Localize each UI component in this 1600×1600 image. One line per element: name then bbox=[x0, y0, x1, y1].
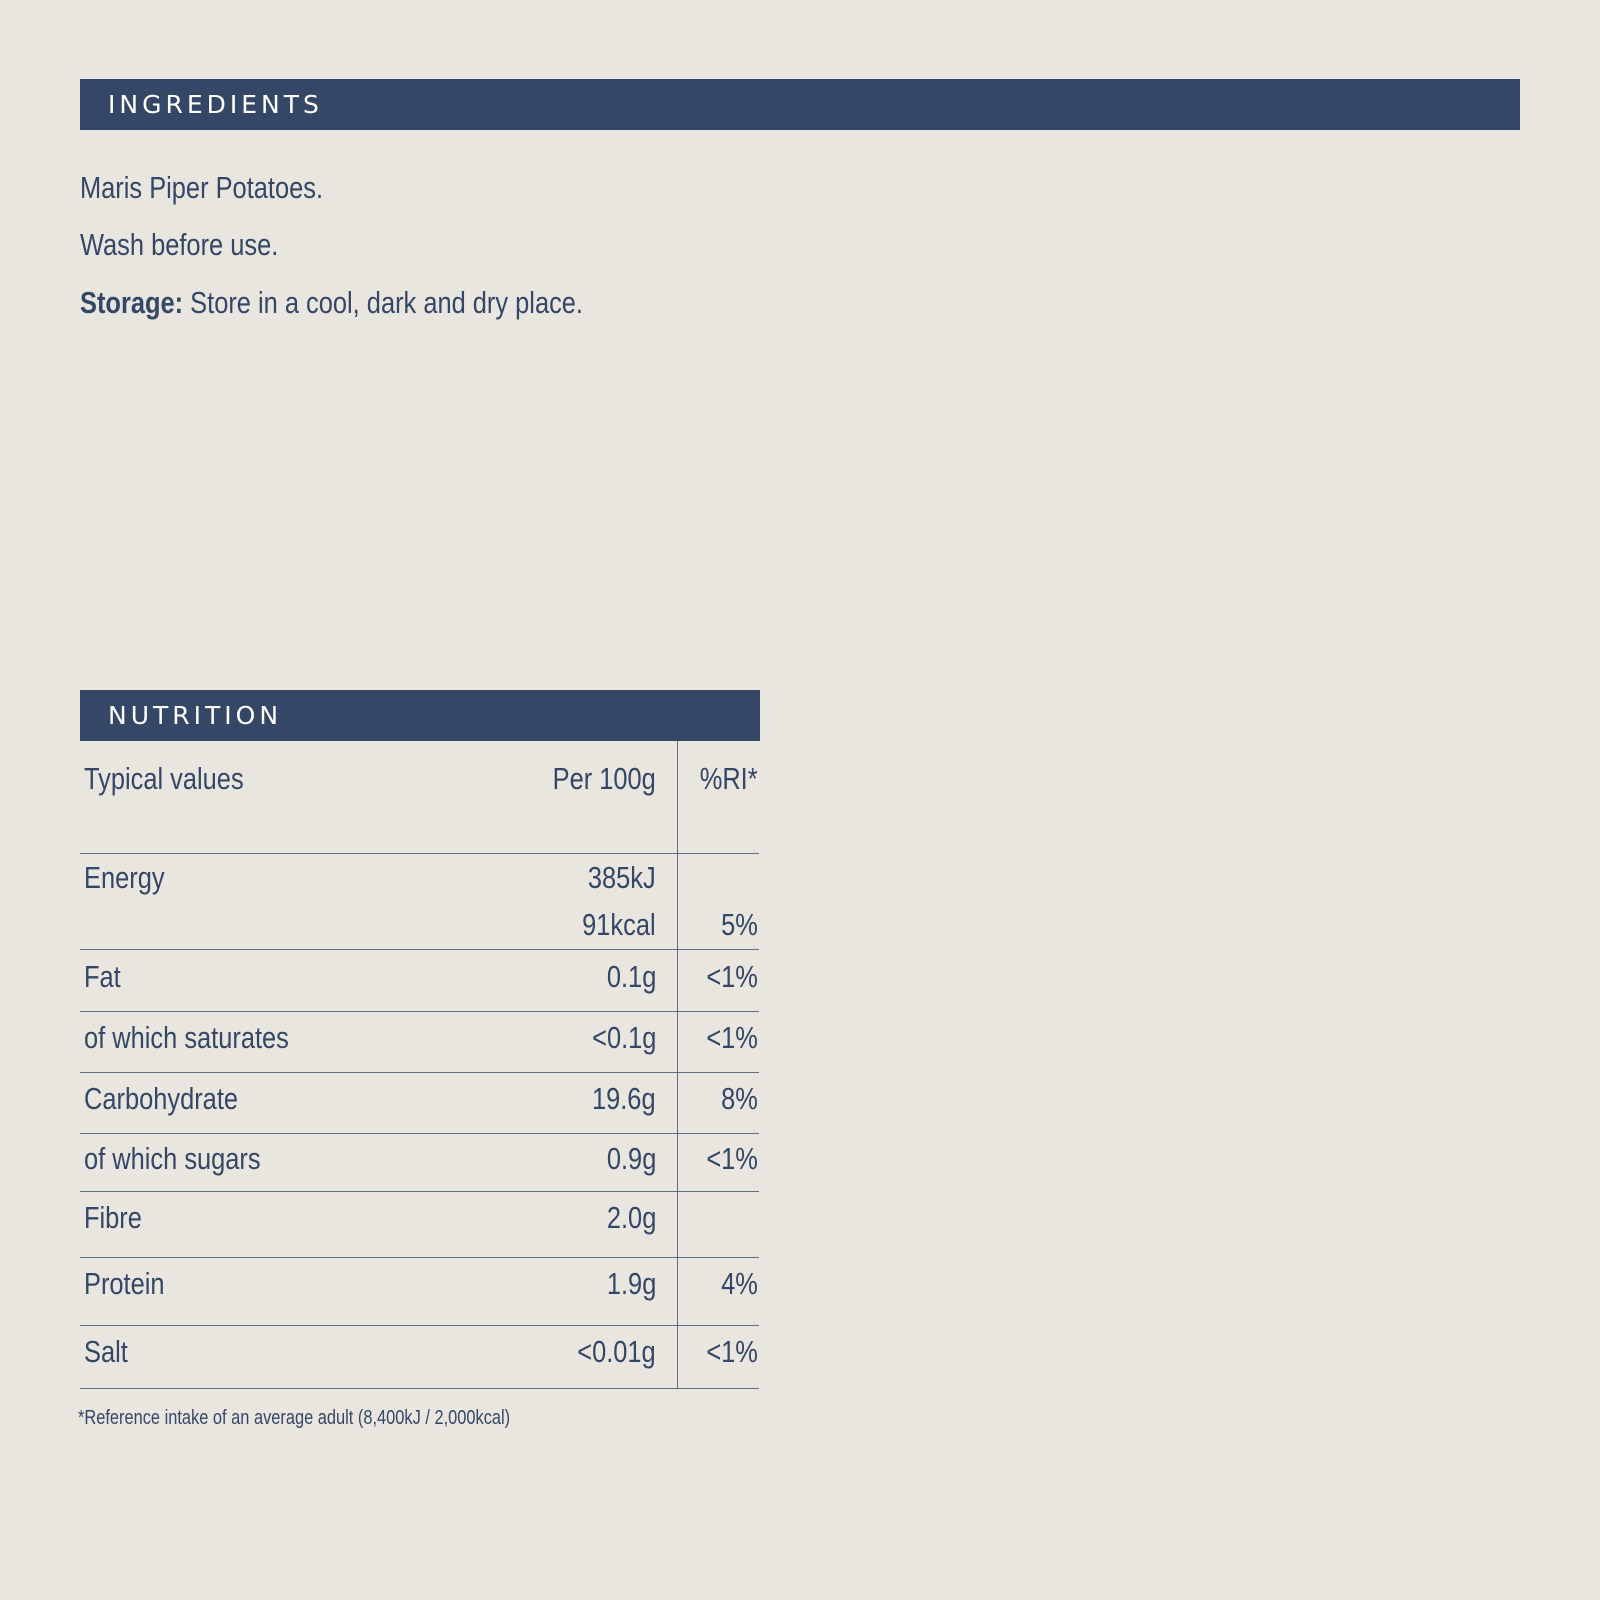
nutrition-table: Typical values Per 100g %RI* Energy 385k… bbox=[80, 741, 760, 1389]
nutrient-label: Protein bbox=[84, 1266, 165, 1301]
nutrient-label: of which saturates bbox=[84, 1020, 289, 1055]
row-divider bbox=[80, 1191, 759, 1192]
storage-label: Storage: bbox=[80, 285, 184, 320]
nutrient-value: 1.9g bbox=[606, 1266, 656, 1301]
nutrient-label: Fat bbox=[84, 959, 121, 994]
row-divider bbox=[80, 1325, 759, 1326]
nutrient-ri: <1% bbox=[706, 1141, 758, 1176]
row-divider bbox=[80, 1072, 759, 1073]
row-divider bbox=[80, 1388, 759, 1389]
header-per-100g: Per 100g bbox=[552, 761, 656, 796]
nutrient-value: <0.01g bbox=[577, 1334, 656, 1369]
nutrient-label: Carbohydrate bbox=[84, 1081, 239, 1116]
row-divider bbox=[80, 853, 759, 854]
row-divider bbox=[80, 1133, 759, 1134]
row-divider bbox=[80, 1257, 759, 1258]
nutrient-value: 0.1g bbox=[606, 959, 656, 994]
nutrition-title: NUTRITION bbox=[108, 701, 283, 730]
header-typical-values: Typical values bbox=[84, 761, 244, 796]
nutrient-label: of which sugars bbox=[84, 1141, 261, 1176]
nutrition-header: NUTRITION bbox=[80, 690, 760, 741]
nutrient-ri: 5% bbox=[721, 907, 758, 942]
nutrient-value: <0.1g bbox=[591, 1020, 656, 1055]
nutrient-ri: <1% bbox=[706, 1020, 758, 1055]
nutrient-label: Salt bbox=[84, 1334, 128, 1369]
nutrient-ri: <1% bbox=[706, 1334, 758, 1369]
storage-text: Store in a cool, dark and dry place. bbox=[183, 285, 584, 320]
nutrient-value: 19.6g bbox=[592, 1081, 656, 1116]
nutrient-ri: 4% bbox=[721, 1266, 758, 1301]
wash-instruction: Wash before use. bbox=[80, 227, 279, 262]
row-divider bbox=[80, 1011, 759, 1012]
nutrient-label: Energy bbox=[84, 860, 165, 895]
storage-instruction: Storage: Store in a cool, dark and dry p… bbox=[80, 287, 583, 318]
ingredients-text: Maris Piper Potatoes. bbox=[80, 170, 324, 205]
reference-intake-footnote: *Reference intake of an average adult (8… bbox=[78, 1407, 511, 1429]
header-ri: %RI* bbox=[700, 761, 758, 796]
row-divider bbox=[80, 949, 759, 950]
ingredients-title: INGREDIENTS bbox=[108, 90, 323, 119]
nutrient-value: 0.9g bbox=[606, 1141, 656, 1176]
column-divider bbox=[677, 741, 678, 1389]
nutrient-value: 385kJ bbox=[588, 860, 656, 895]
ingredients-header: INGREDIENTS bbox=[80, 79, 1520, 130]
nutrient-label: Fibre bbox=[84, 1200, 142, 1235]
nutrient-ri: <1% bbox=[706, 959, 758, 994]
nutrient-ri: 8% bbox=[721, 1081, 758, 1116]
nutrient-value: 2.0g bbox=[606, 1200, 656, 1235]
nutrient-value-secondary: 91kcal bbox=[582, 907, 656, 942]
